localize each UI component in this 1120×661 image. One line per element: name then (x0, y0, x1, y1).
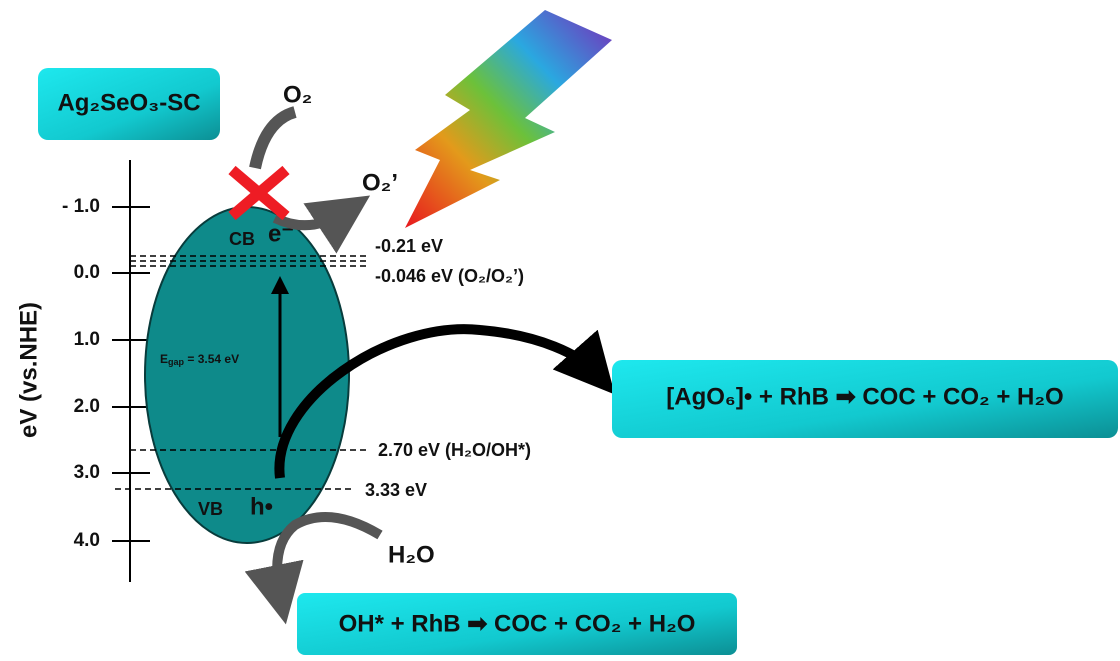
axis-label: eV (vs.NHE) (15, 302, 42, 438)
tick-label: 1.0 (74, 329, 100, 350)
o2-arrow (255, 112, 295, 168)
tick-label: 0.0 (74, 262, 100, 283)
tick-label: 3.0 (74, 462, 100, 483)
cb: CB (229, 229, 255, 249)
tick-label: 2.0 (74, 396, 100, 417)
vb: VB (198, 499, 223, 519)
h-arrow (277, 517, 380, 595)
tick-label: 4.0 (74, 530, 100, 551)
reaction: [AgO₆]• + RhB ➡ COC + CO₂ + H₂O (666, 383, 1063, 410)
ticks: - 1.0 0.0 1.0 2.0 3.0 4.0 (62, 196, 150, 551)
level: -0.21 eV (375, 236, 443, 256)
level: 2.70 eV (H₂O/OH*) (378, 440, 531, 460)
reaction: OH* + RhB ➡ COC + CO₂ + H₂O (339, 610, 696, 637)
hole: h• (250, 493, 273, 520)
o2: O₂ (283, 81, 312, 108)
title: Ag₂SeO₃-SC (57, 89, 200, 116)
diagram: Ag₂SeO₃-SC eV (vs.NHE) - 1.0 0.0 1.0 2.0 3.0… (0, 0, 1120, 661)
semiconductor (145, 207, 349, 543)
level: 3.33 eV (365, 480, 427, 500)
light (405, 10, 612, 228)
level: -0.046 eV (O₂/O₂’) (375, 266, 524, 286)
page: {"title_box": "Ag₂SeO₃-SC", "axis": {"la… (0, 0, 1120, 661)
superoxide: O₂’ (362, 169, 398, 196)
tick-label: - 1.0 (62, 196, 100, 217)
water: H₂O (388, 541, 435, 568)
